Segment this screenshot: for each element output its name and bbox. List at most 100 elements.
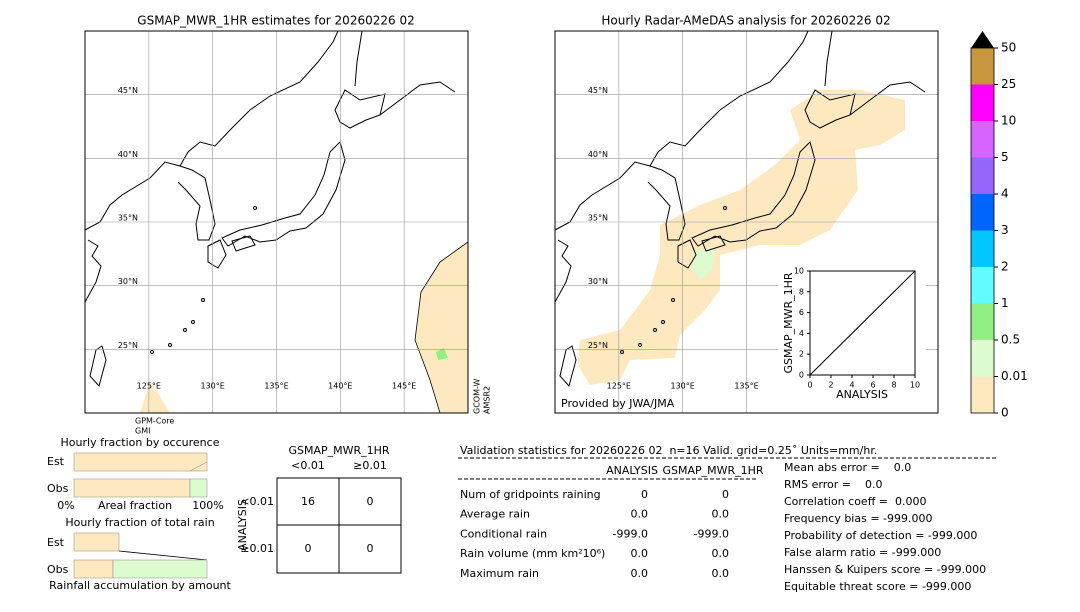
lat-label: 45°N (118, 86, 138, 95)
lon-label: 135°E (734, 382, 758, 391)
colorbar-label: 3 (1001, 223, 1009, 237)
map-right (555, 31, 938, 413)
connector (189, 461, 208, 472)
stat-value: 0.0 (712, 547, 730, 560)
stat-value: 0.0 (631, 567, 649, 580)
colorbar-segment (971, 376, 994, 413)
lat-label: 35°N (118, 214, 138, 223)
rain-area (140, 382, 170, 413)
row-label: Est (47, 536, 65, 549)
panel-title: Hourly fraction of total rain (65, 516, 214, 529)
stat-value: 0.0 (712, 567, 730, 580)
lat-label: 25°N (588, 341, 608, 350)
colorbar-segment (971, 48, 994, 85)
x-tick-label: 0 (807, 381, 812, 390)
row-label: <0.01 (240, 495, 274, 508)
stat-value: 0 (722, 488, 729, 501)
stat-name: Maximum rain (460, 567, 539, 580)
x-label: ANALYSIS (836, 388, 888, 401)
cell: 0 (305, 542, 312, 555)
y-tick-label: 0 (799, 371, 804, 380)
score: RMS error = 0.0 (784, 478, 882, 491)
lat-label: 30°N (118, 277, 138, 286)
cell: 0 (367, 542, 374, 555)
colorbar-label: 10 (1001, 114, 1016, 128)
y-tick-label: 4 (799, 329, 804, 338)
rain-area (414, 241, 468, 413)
stat-value: 0.0 (712, 508, 730, 521)
stat-value: 0.0 (631, 508, 649, 521)
colorbar-label: 4 (1001, 187, 1009, 201)
score: Frequency bias = -999.000 (784, 512, 933, 525)
axis-label: 0% (57, 499, 74, 512)
column-label: ANALYSIS (606, 464, 658, 477)
stat-name: Average rain (460, 508, 530, 521)
row-label: Obs (47, 482, 69, 495)
y-tick-label: 2 (799, 350, 804, 359)
colorbar-extension (971, 31, 994, 48)
map-title: Hourly Radar-AMeDAS analysis for 2026022… (601, 14, 890, 28)
stat-value: -999.0 (694, 527, 729, 540)
y-tick-label: 10 (794, 267, 804, 276)
lon-label: 125°E (137, 382, 161, 391)
stat-name: Rain volume (mm km²10⁶) (460, 547, 605, 560)
coastline (85, 31, 456, 387)
stats-table: Num of gridpoints raining 0 0 Average rain 0… (460, 461, 986, 593)
panel-footer: Rainfall accumulation by amount (49, 579, 231, 592)
x-tick-label: 2 (828, 381, 833, 390)
colorbar-segment (971, 121, 994, 158)
lat-label: 35°N (588, 214, 608, 223)
colorbar: 0 0.01 0.5 1 2 3 4 5 10 25 50 (970, 31, 1028, 420)
lat-label: 45°N (588, 86, 608, 95)
colorbar-segment (971, 267, 994, 304)
cell: 0 (367, 495, 374, 508)
row-label: Obs (47, 563, 69, 576)
cell: 16 (301, 495, 315, 508)
lon-label: 135°E (264, 382, 288, 391)
grid (555, 31, 938, 413)
lon-label: 140°E (328, 382, 352, 391)
x-tick-label: 10 (910, 381, 920, 390)
colorbar-segment (971, 157, 994, 194)
map-left (85, 31, 468, 413)
colorbar-label: 50 (1001, 41, 1016, 55)
colorbar-label: 0 (1001, 406, 1009, 420)
colorbar-segment (971, 84, 994, 121)
stat-value: 0.0 (631, 547, 649, 560)
score: False alarm ratio = -999.000 (784, 546, 941, 559)
score: Equitable threat score = -999.000 (784, 580, 971, 593)
x-tick-label: 4 (849, 381, 854, 390)
lat-label: 25°N (118, 341, 138, 350)
colorbar-label: 5 (1001, 150, 1009, 164)
sensor-label: GMI (135, 427, 150, 436)
stat-name: Conditional rain (460, 527, 547, 540)
table-title: GSMAP_MWR_1HR (288, 444, 389, 457)
colorbar-label: 1 (1001, 296, 1009, 310)
row-label: ≥0.01 (240, 542, 274, 555)
lat-label: 30°N (588, 277, 608, 286)
colorbar-segment (971, 303, 994, 340)
bar (189, 478, 208, 498)
map-frame (84, 30, 469, 414)
rain-area (692, 248, 715, 280)
diagonal (809, 270, 916, 376)
sensor-label: GPM-Core (135, 417, 174, 426)
y-label: GSMAP_MWR_1HR (782, 272, 795, 373)
axis-label: Areal fraction (98, 499, 172, 512)
bar (73, 478, 191, 498)
stat-value: 0 (641, 488, 648, 501)
lon-label: 125°E (607, 382, 631, 391)
sensor-label: AMSR2 (483, 386, 492, 414)
bar (73, 559, 114, 579)
bar (73, 452, 208, 472)
x-tick-label: 8 (891, 381, 896, 390)
column-label: <0.01 (291, 459, 325, 472)
score: Hanssen & Kuipers score = -999.000 (784, 563, 986, 576)
y-tick-label: 6 (799, 308, 804, 317)
panel-title: Hourly fraction by occurence (61, 436, 220, 449)
stat-value: -999.0 (613, 527, 648, 540)
lon-label: 130°E (201, 382, 225, 391)
colorbar-label: 25 (1001, 77, 1016, 91)
map-frame (554, 30, 939, 414)
